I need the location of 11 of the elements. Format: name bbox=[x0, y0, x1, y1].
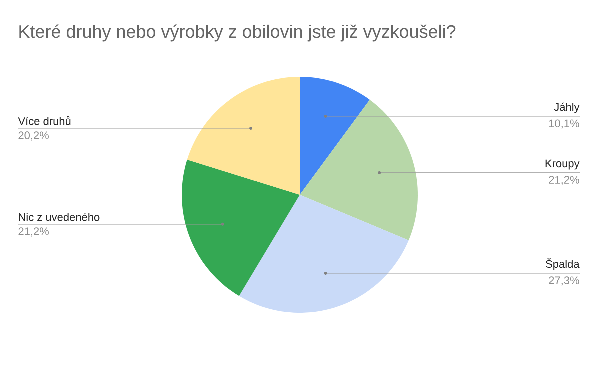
data-label: 21,2% bbox=[18, 228, 49, 237]
slice-label: Nic z uvedeného bbox=[19, 213, 100, 222]
chart-title: Které druhy nebo výrobky z obilovin jste již vyzkoušeli? bbox=[20, 24, 456, 42]
slice-label: Kroupy bbox=[546, 160, 580, 170]
data-label: 10,1% bbox=[549, 120, 580, 129]
data-label: 27,3% bbox=[549, 276, 580, 286]
slice-label: Jáhly bbox=[554, 102, 580, 114]
slice-label: Více druhů bbox=[18, 116, 71, 126]
data-label: 21,2% bbox=[549, 176, 580, 186]
slice-label: Špalda bbox=[546, 258, 580, 270]
data-label: 20,2% bbox=[18, 132, 49, 141]
